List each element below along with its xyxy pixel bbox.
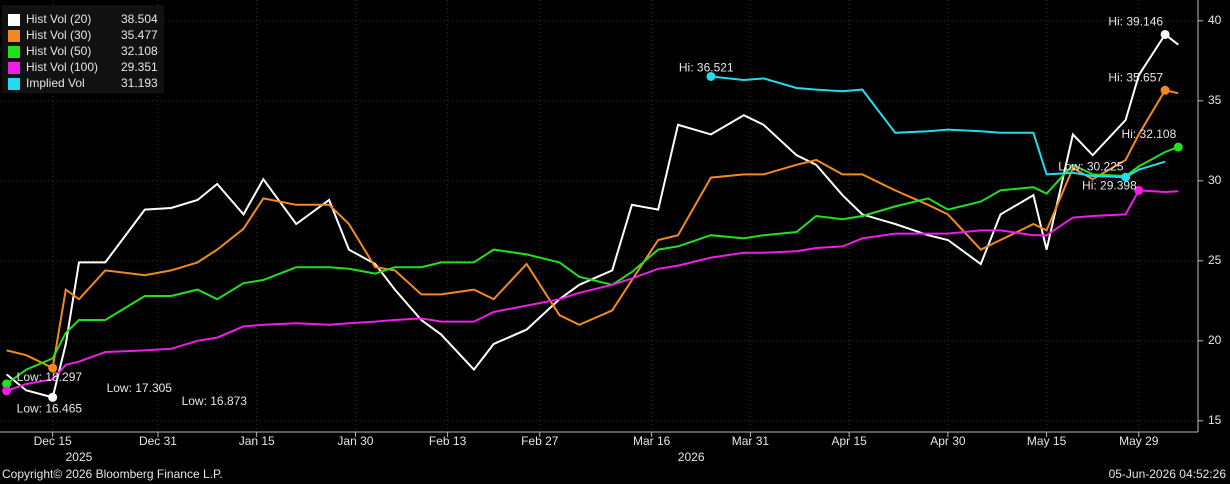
annotation-marker	[48, 392, 58, 402]
x-tick-label: Feb 27	[521, 434, 559, 448]
y-tick-label: 35	[1208, 93, 1222, 107]
series-line	[710, 75, 1166, 179]
annotation-label: Low: 16.465	[17, 402, 83, 416]
legend-swatch	[8, 30, 20, 42]
legend-swatch	[8, 46, 20, 58]
annotation-marker	[1173, 142, 1183, 152]
legend-value: 31.193	[121, 76, 158, 90]
annotation-label: Hi: 29.398	[1082, 179, 1137, 193]
annotation-label: Low: 30.225	[1058, 159, 1124, 173]
legend-label: Hist Vol (20)	[26, 12, 91, 26]
annotation-label: Low: 17.305	[107, 381, 173, 395]
annotation-marker	[2, 386, 12, 396]
annotation-marker	[1160, 29, 1170, 39]
year-label: 2026	[678, 450, 705, 464]
legend-swatch	[8, 14, 20, 26]
legend-label: Hist Vol (50)	[26, 44, 91, 58]
timestamp: 05-Jun-2026 04:52:26	[1109, 467, 1227, 481]
annotation-marker	[2, 379, 12, 389]
legend-box	[2, 5, 164, 93]
y-tick-label: 15	[1208, 413, 1222, 427]
y-tick-label: 25	[1208, 253, 1222, 267]
legend-value: 32.108	[121, 44, 158, 58]
x-tick-label: Dec 31	[139, 434, 177, 448]
series-line	[5, 33, 1179, 399]
x-tick-label: Dec 15	[34, 434, 72, 448]
annotation-label: Hi: 36.521	[679, 61, 734, 75]
annotation-label: Low: 16.873	[182, 394, 248, 408]
x-tick-label: Mar 31	[732, 434, 770, 448]
legend-value: 29.351	[121, 60, 158, 74]
y-tick-label: 20	[1208, 333, 1222, 347]
x-tick-label: Mar 16	[633, 434, 671, 448]
series-line	[6, 146, 1179, 385]
annotation-label: Low: 18.297	[17, 370, 83, 384]
series-line	[6, 189, 1179, 392]
annotation-marker	[706, 71, 716, 81]
legend-swatch	[8, 62, 20, 74]
legend-value: 35.477	[121, 28, 158, 42]
x-tick-label: Apr 15	[831, 434, 867, 448]
annotation-label: Hi: 39.146	[1108, 15, 1163, 29]
x-tick-label: Jan 30	[337, 434, 373, 448]
annotation-marker	[1160, 85, 1170, 95]
x-tick-label: May 15	[1027, 434, 1067, 448]
x-tick-label: Apr 30	[930, 434, 966, 448]
x-tick-label: Jan 15	[239, 434, 275, 448]
x-tick-label: May 29	[1119, 434, 1159, 448]
legend-label: Hist Vol (100)	[26, 60, 98, 74]
year-label: 2025	[66, 450, 93, 464]
x-tick-label: Feb 13	[429, 434, 467, 448]
legend-label: Implied Vol	[26, 76, 85, 90]
annotation-label: Hi: 32.108	[1122, 127, 1177, 141]
y-tick-label: 30	[1208, 173, 1222, 187]
annotation-label: Hi: 35.657	[1108, 70, 1163, 84]
annotation-marker	[1121, 172, 1131, 182]
legend-swatch	[8, 78, 20, 90]
legend-value: 38.504	[121, 12, 158, 26]
annotation-marker	[48, 363, 58, 373]
copyright: Copyright© 2026 Bloomberg Finance L.P.	[2, 467, 223, 481]
annotation-marker	[1134, 185, 1144, 195]
y-tick-label: 40	[1208, 13, 1222, 27]
series-line	[6, 89, 1179, 370]
legend-label: Hist Vol (30)	[26, 28, 91, 42]
